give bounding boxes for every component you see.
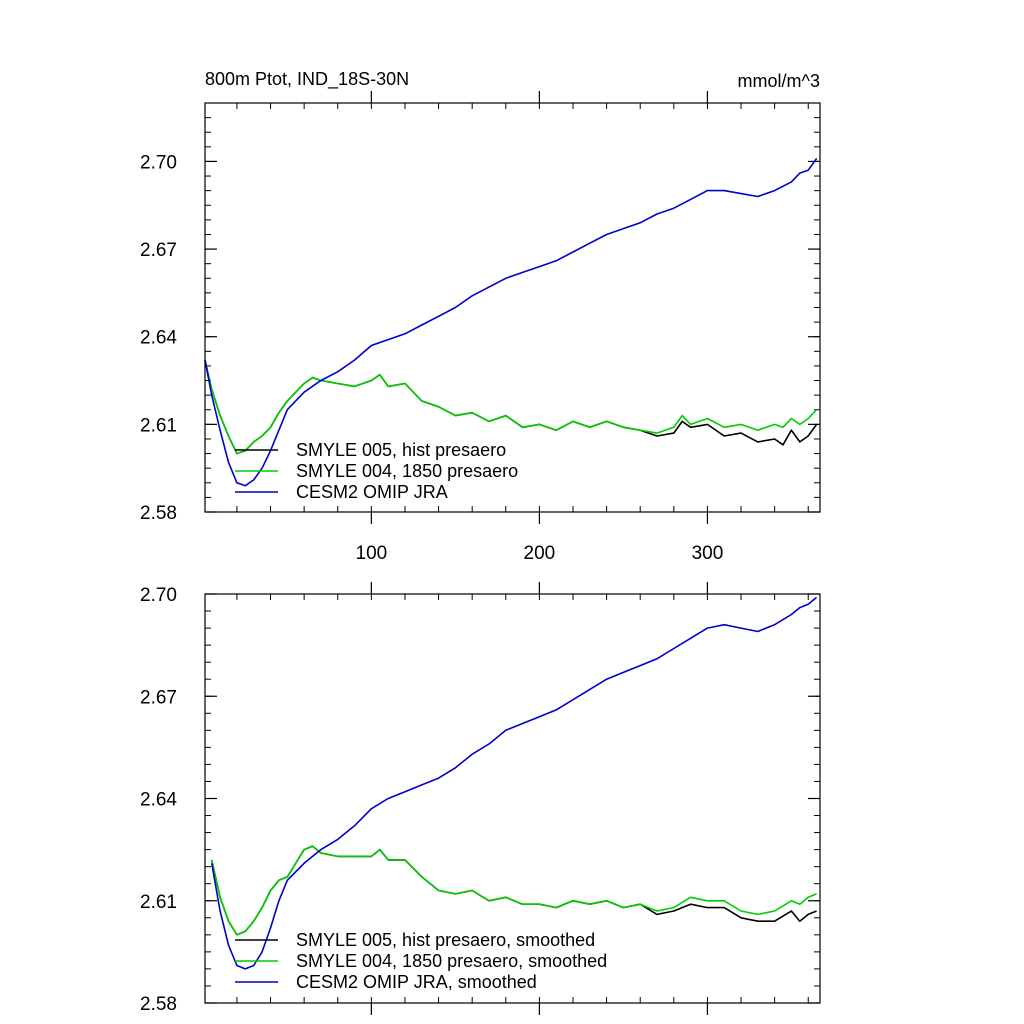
top-panel-title: 800m Ptot, IND_18S-30N <box>205 69 409 90</box>
bottom-legend-label-3: CESM2 OMIP JRA, smoothed <box>296 972 537 992</box>
top-ytick-label: 2.61 <box>140 415 177 436</box>
top-xtick-label: 100 <box>356 543 388 564</box>
top-legend-label-1: SMYLE 005, hist presaero <box>296 440 506 460</box>
top-series-line-3 <box>204 158 818 487</box>
bottom-legend-label-2: SMYLE 004, 1850 presaero, smoothed <box>296 951 607 971</box>
bottom-panel: 2.58 2.61 2.64 2.67 2.70 SMYLE 005, hist pre… <box>140 582 821 1015</box>
top-panel-series <box>204 158 818 487</box>
bottom-ytick-label: 2.61 <box>140 892 177 913</box>
top-legend-label-2: SMYLE 004, 1850 presaero <box>296 461 518 481</box>
bottom-panel-ticks: 2.58 2.61 2.64 2.67 2.70 <box>140 582 820 1015</box>
top-legend-label-3: CESM2 OMIP JRA <box>296 482 448 502</box>
bottom-series-line-2 <box>210 845 817 936</box>
bottom-ytick-label: 2.58 <box>140 994 177 1015</box>
bottom-ytick-label: 2.70 <box>140 585 177 606</box>
top-panel-units: mmol/m^3 <box>738 71 820 91</box>
top-ytick-label: 2.70 <box>140 152 177 173</box>
bottom-panel-legend: SMYLE 005, hist presaero, smoothedSMYLE … <box>235 930 607 992</box>
top-series-line-2 <box>204 359 818 455</box>
top-ytick-label: 2.64 <box>140 328 177 349</box>
top-ytick-label: 2.58 <box>140 503 177 524</box>
bottom-ytick-label: 2.64 <box>140 790 177 811</box>
bottom-panel-frame <box>204 593 821 1004</box>
top-panel-frame <box>204 102 821 513</box>
bottom-legend-label-1: SMYLE 005, hist presaero, smoothed <box>296 930 595 950</box>
bottom-series-line-3 <box>210 596 818 970</box>
bottom-panel-series <box>210 596 818 970</box>
bottom-ytick-label: 2.67 <box>140 687 177 708</box>
top-panel: 800m Ptot, IND_18S-30N mmol/m^3 2.58 2.61… <box>140 69 821 564</box>
top-xtick-label: 300 <box>692 543 724 564</box>
top-ytick-label: 2.67 <box>140 240 177 261</box>
top-xtick-label: 200 <box>524 543 556 564</box>
top-panel-ticks: 2.58 2.61 2.64 2.67 2.70 100 200 300 <box>140 91 820 564</box>
